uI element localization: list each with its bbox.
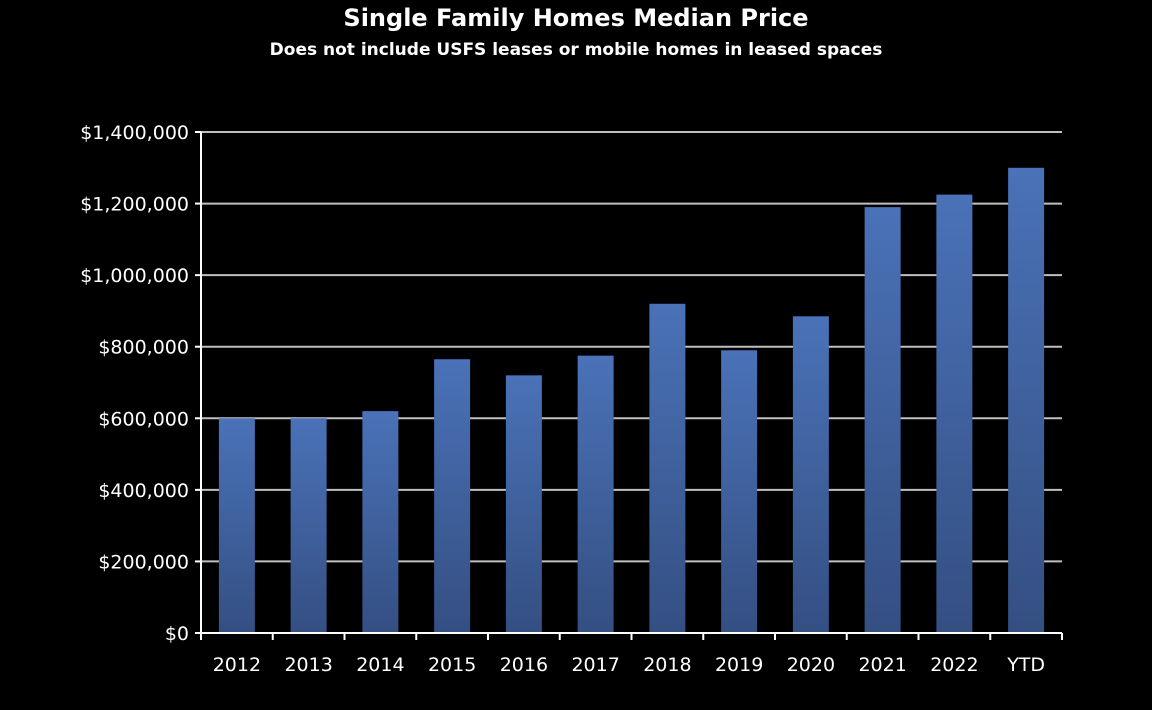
y-tick-label: $1,400,000 — [80, 122, 189, 144]
bar — [721, 350, 758, 633]
bar — [290, 418, 327, 633]
bar — [577, 355, 614, 633]
y-tick-label: $0 — [165, 623, 189, 645]
bars — [218, 167, 1045, 634]
x-tick-label: 2012 — [213, 654, 261, 676]
x-tick-label: 2020 — [787, 654, 835, 676]
bar — [792, 316, 829, 633]
y-tick-label: $1,000,000 — [80, 265, 189, 287]
y-tick-label: $1,200,000 — [80, 194, 189, 216]
bar — [218, 418, 255, 633]
x-tick-label: 2014 — [356, 654, 404, 676]
bar — [936, 194, 973, 633]
x-tick-label: 2016 — [500, 654, 548, 676]
y-tick-labels: $0 $200,000 $400,000 $600,000 $800,000 $1,000… — [80, 122, 189, 645]
bar — [1008, 167, 1045, 634]
x-tick-label: YTD — [1006, 654, 1045, 676]
bar — [864, 207, 901, 633]
bar — [434, 359, 471, 633]
x-tick-label: 2013 — [284, 654, 332, 676]
chart-subtitle: Does not include USFS leases or mobile h… — [269, 40, 883, 60]
y-tick-label: $600,000 — [98, 408, 189, 430]
x-tick-label: 2017 — [571, 654, 619, 676]
y-tick-label: $200,000 — [98, 551, 189, 573]
bar — [362, 411, 399, 633]
bar — [649, 303, 686, 633]
y-tick-label: $800,000 — [98, 337, 189, 359]
chart-title: Single Family Homes Median Price — [343, 4, 809, 32]
x-tick-label: 2019 — [715, 654, 763, 676]
y-tick-label: $400,000 — [98, 480, 189, 502]
x-tick-label: 2015 — [428, 654, 476, 676]
x-tick-label: 2021 — [858, 654, 906, 676]
x-tick-labels: 2012 2013 2014 2015 2016 2017 2018 2019 2020 2021… — [213, 654, 1045, 676]
bar — [505, 375, 542, 633]
axes — [195, 131, 1063, 640]
gridlines — [201, 131, 1062, 563]
x-tick-label: 2022 — [930, 654, 978, 676]
x-tick-label: 2018 — [643, 654, 691, 676]
